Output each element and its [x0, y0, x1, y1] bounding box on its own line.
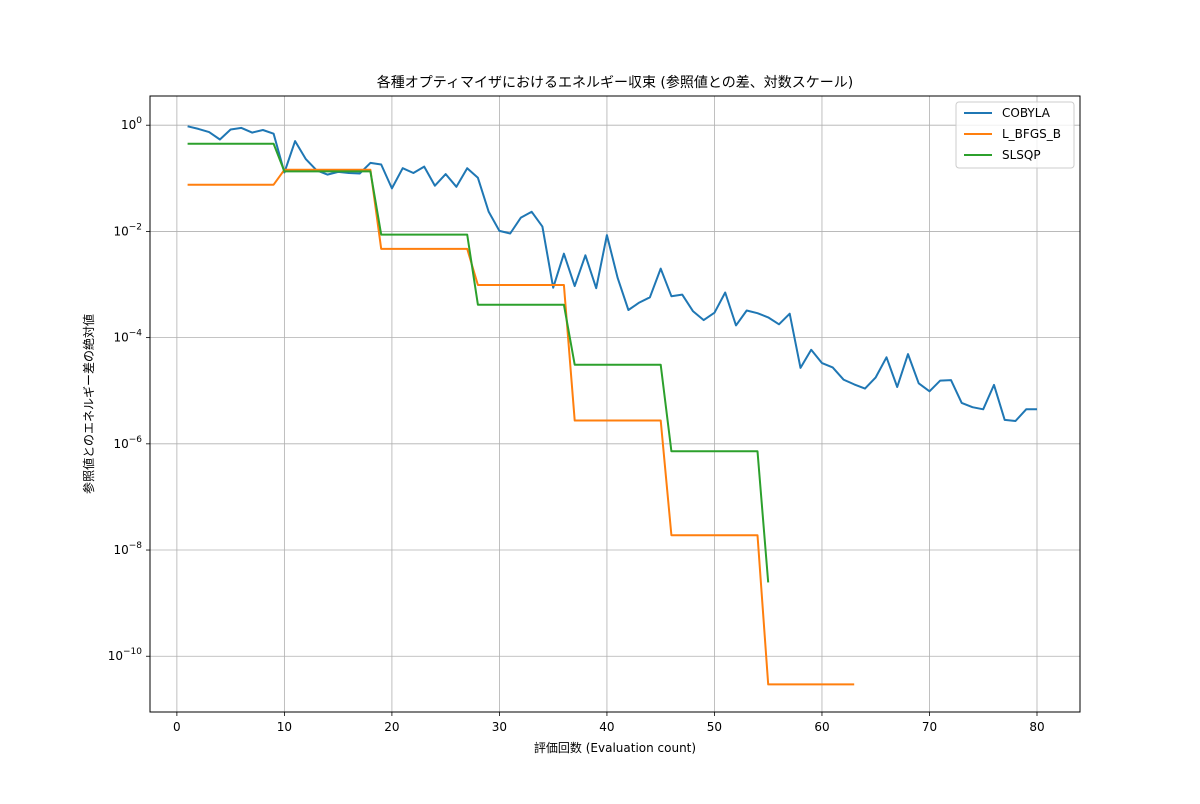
x-tick-label: 0: [173, 720, 181, 734]
x-tick-label: 10: [277, 720, 292, 734]
y-tick-label: 100: [121, 116, 142, 132]
x-tick-label: 20: [384, 720, 399, 734]
legend-label-slsqp: SLSQP: [1002, 148, 1041, 162]
legend-label-l-bfgs-b: L_BFGS_B: [1002, 127, 1061, 141]
grid: [150, 96, 1080, 712]
x-tick-label: 70: [922, 720, 937, 734]
y-tick-label-base: 10: [121, 118, 136, 132]
y-tick-label-base: 10: [113, 437, 128, 451]
legend-box: [955, 101, 1075, 169]
chart-title: 各種オプティマイザにおけるエネルギー収束 (参照値との差、対数スケール): [377, 74, 853, 91]
x-tick-label: 60: [814, 720, 829, 734]
x-axis-label: 評価回数 (Evaluation count): [534, 740, 696, 755]
y-tick-label-exponent: −4: [129, 329, 143, 339]
x-tick-label: 40: [599, 720, 614, 734]
y-tick-label: 10−10: [108, 647, 143, 663]
plot-frame: [149, 95, 1081, 713]
y-tick-label: 10−6: [113, 435, 142, 451]
x-tick-label: 50: [707, 720, 722, 734]
y-tick-label: 10−8: [113, 541, 142, 557]
x-axis: 0 10 20 30 40 50 60 70 80: [173, 712, 1045, 734]
y-tick-label-base: 10: [113, 543, 128, 557]
y-tick-label-exponent: −2: [129, 222, 142, 232]
y-tick-label: 10−4: [113, 329, 142, 345]
y-tick-label-exponent: −6: [129, 435, 143, 445]
y-tick-label-base: 10: [113, 331, 128, 345]
y-tick-label-base: 10: [113, 224, 128, 238]
series-layer: [187, 125, 1037, 686]
series-line-cobyla: [187, 125, 1037, 422]
y-tick-label-exponent: 0: [136, 116, 142, 126]
x-tick-label: 80: [1029, 720, 1044, 734]
series-line-slsqp: [187, 142, 770, 583]
y-tick-label: 10−2: [113, 222, 142, 238]
plot-area: [150, 96, 1080, 712]
legend-label-cobyla: COBYLA: [1002, 106, 1051, 120]
y-tick-label-base: 10: [108, 649, 123, 663]
series-line-l-bfgs-b: [187, 168, 855, 686]
y-tick-label-exponent: −10: [123, 647, 142, 657]
legend: COBYLA L_BFGS_B SLSQP: [955, 101, 1075, 169]
x-tick-label: 30: [492, 720, 507, 734]
y-tick-label-exponent: −8: [129, 541, 143, 551]
y-axis-label: 参照値とのエネルギー差の絶対値: [81, 314, 96, 494]
